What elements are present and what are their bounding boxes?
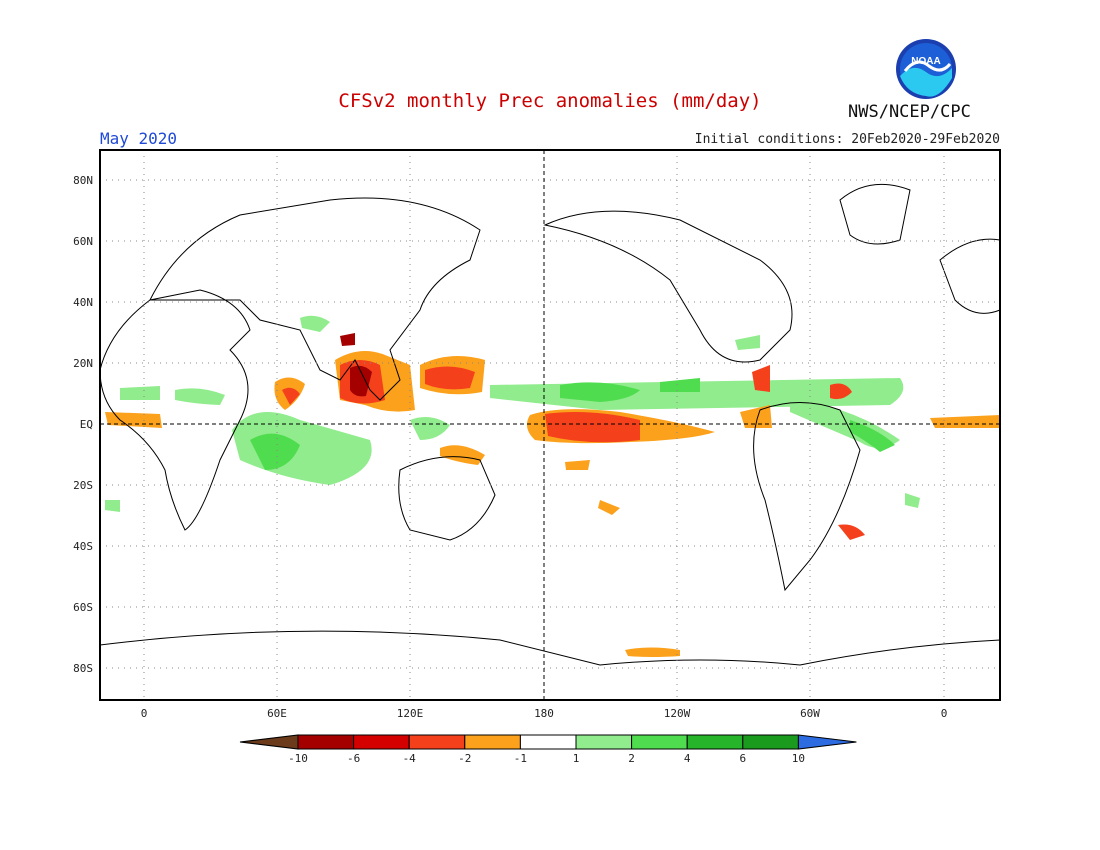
lat-label: 20N [73, 357, 93, 370]
colorbar-label: 10 [792, 752, 805, 765]
lat-label: 80S [73, 662, 93, 675]
forecast-month-label: May 2020 [100, 129, 178, 148]
lat-labels: 80N 60N 40N 20N EQ 20S 40S 60S 80S [73, 174, 93, 675]
lat-label: EQ [80, 418, 93, 431]
colorbar-swatch [686, 734, 744, 750]
lat-label: 40S [73, 540, 93, 553]
colorbar-label: -6 [347, 752, 360, 765]
colorbar-label: 2 [628, 752, 635, 765]
graticule [100, 150, 1000, 700]
lon-label: 60E [267, 707, 287, 720]
colorbar-swatch [575, 734, 633, 750]
colorbar-arrow-low [239, 734, 299, 750]
lon-label: 180 [534, 707, 554, 720]
lon-label: 0 [141, 707, 148, 720]
colorbar-label: -2 [458, 752, 471, 765]
colorbar-swatch [408, 734, 466, 750]
lat-label: 80N [73, 174, 93, 187]
colorbar: -10 -6 -4 -2 -1 1 2 4 6 10 [239, 734, 857, 765]
colorbar-swatch [742, 734, 799, 750]
colorbar-label: 1 [573, 752, 580, 765]
org-label: NWS/NCEP/CPC [848, 102, 971, 122]
colorbar-label: 6 [739, 752, 746, 765]
lat-label: 60N [73, 235, 93, 248]
lat-label: 40N [73, 296, 93, 309]
noaa-logo: NOAA [896, 39, 956, 99]
lon-label: 0 [941, 707, 948, 720]
lon-label: 120E [397, 707, 424, 720]
map-frame [99, 149, 1001, 701]
logo-text: NOAA [911, 56, 940, 67]
colorbar-swatch [519, 734, 577, 750]
reference-lines [100, 150, 1000, 700]
lon-label: 60W [800, 707, 820, 720]
colorbar-label: 4 [684, 752, 691, 765]
colorbar-swatch [464, 734, 521, 750]
initial-conditions-label: Initial conditions: 20Feb2020-29Feb2020 [694, 132, 1000, 147]
colorbar-swatch [631, 734, 688, 750]
anomaly-fields [105, 315, 1000, 657]
colorbar-label: -10 [288, 752, 308, 765]
lat-label: 60S [73, 601, 93, 614]
colorbar-label: -1 [514, 752, 527, 765]
lon-labels: 0 60E 120E 180 120W 60W 0 [141, 707, 948, 720]
lat-label: 20S [73, 479, 93, 492]
colorbar-swatch [297, 734, 355, 750]
map-title: CFSv2 monthly Prec anomalies (mm/day) [338, 90, 762, 112]
coastlines [99, 183, 1001, 701]
colorbar-label: -4 [403, 752, 417, 765]
lon-label: 120W [664, 707, 691, 720]
colorbar-arrow-high [797, 734, 857, 750]
colorbar-swatch [353, 734, 410, 750]
